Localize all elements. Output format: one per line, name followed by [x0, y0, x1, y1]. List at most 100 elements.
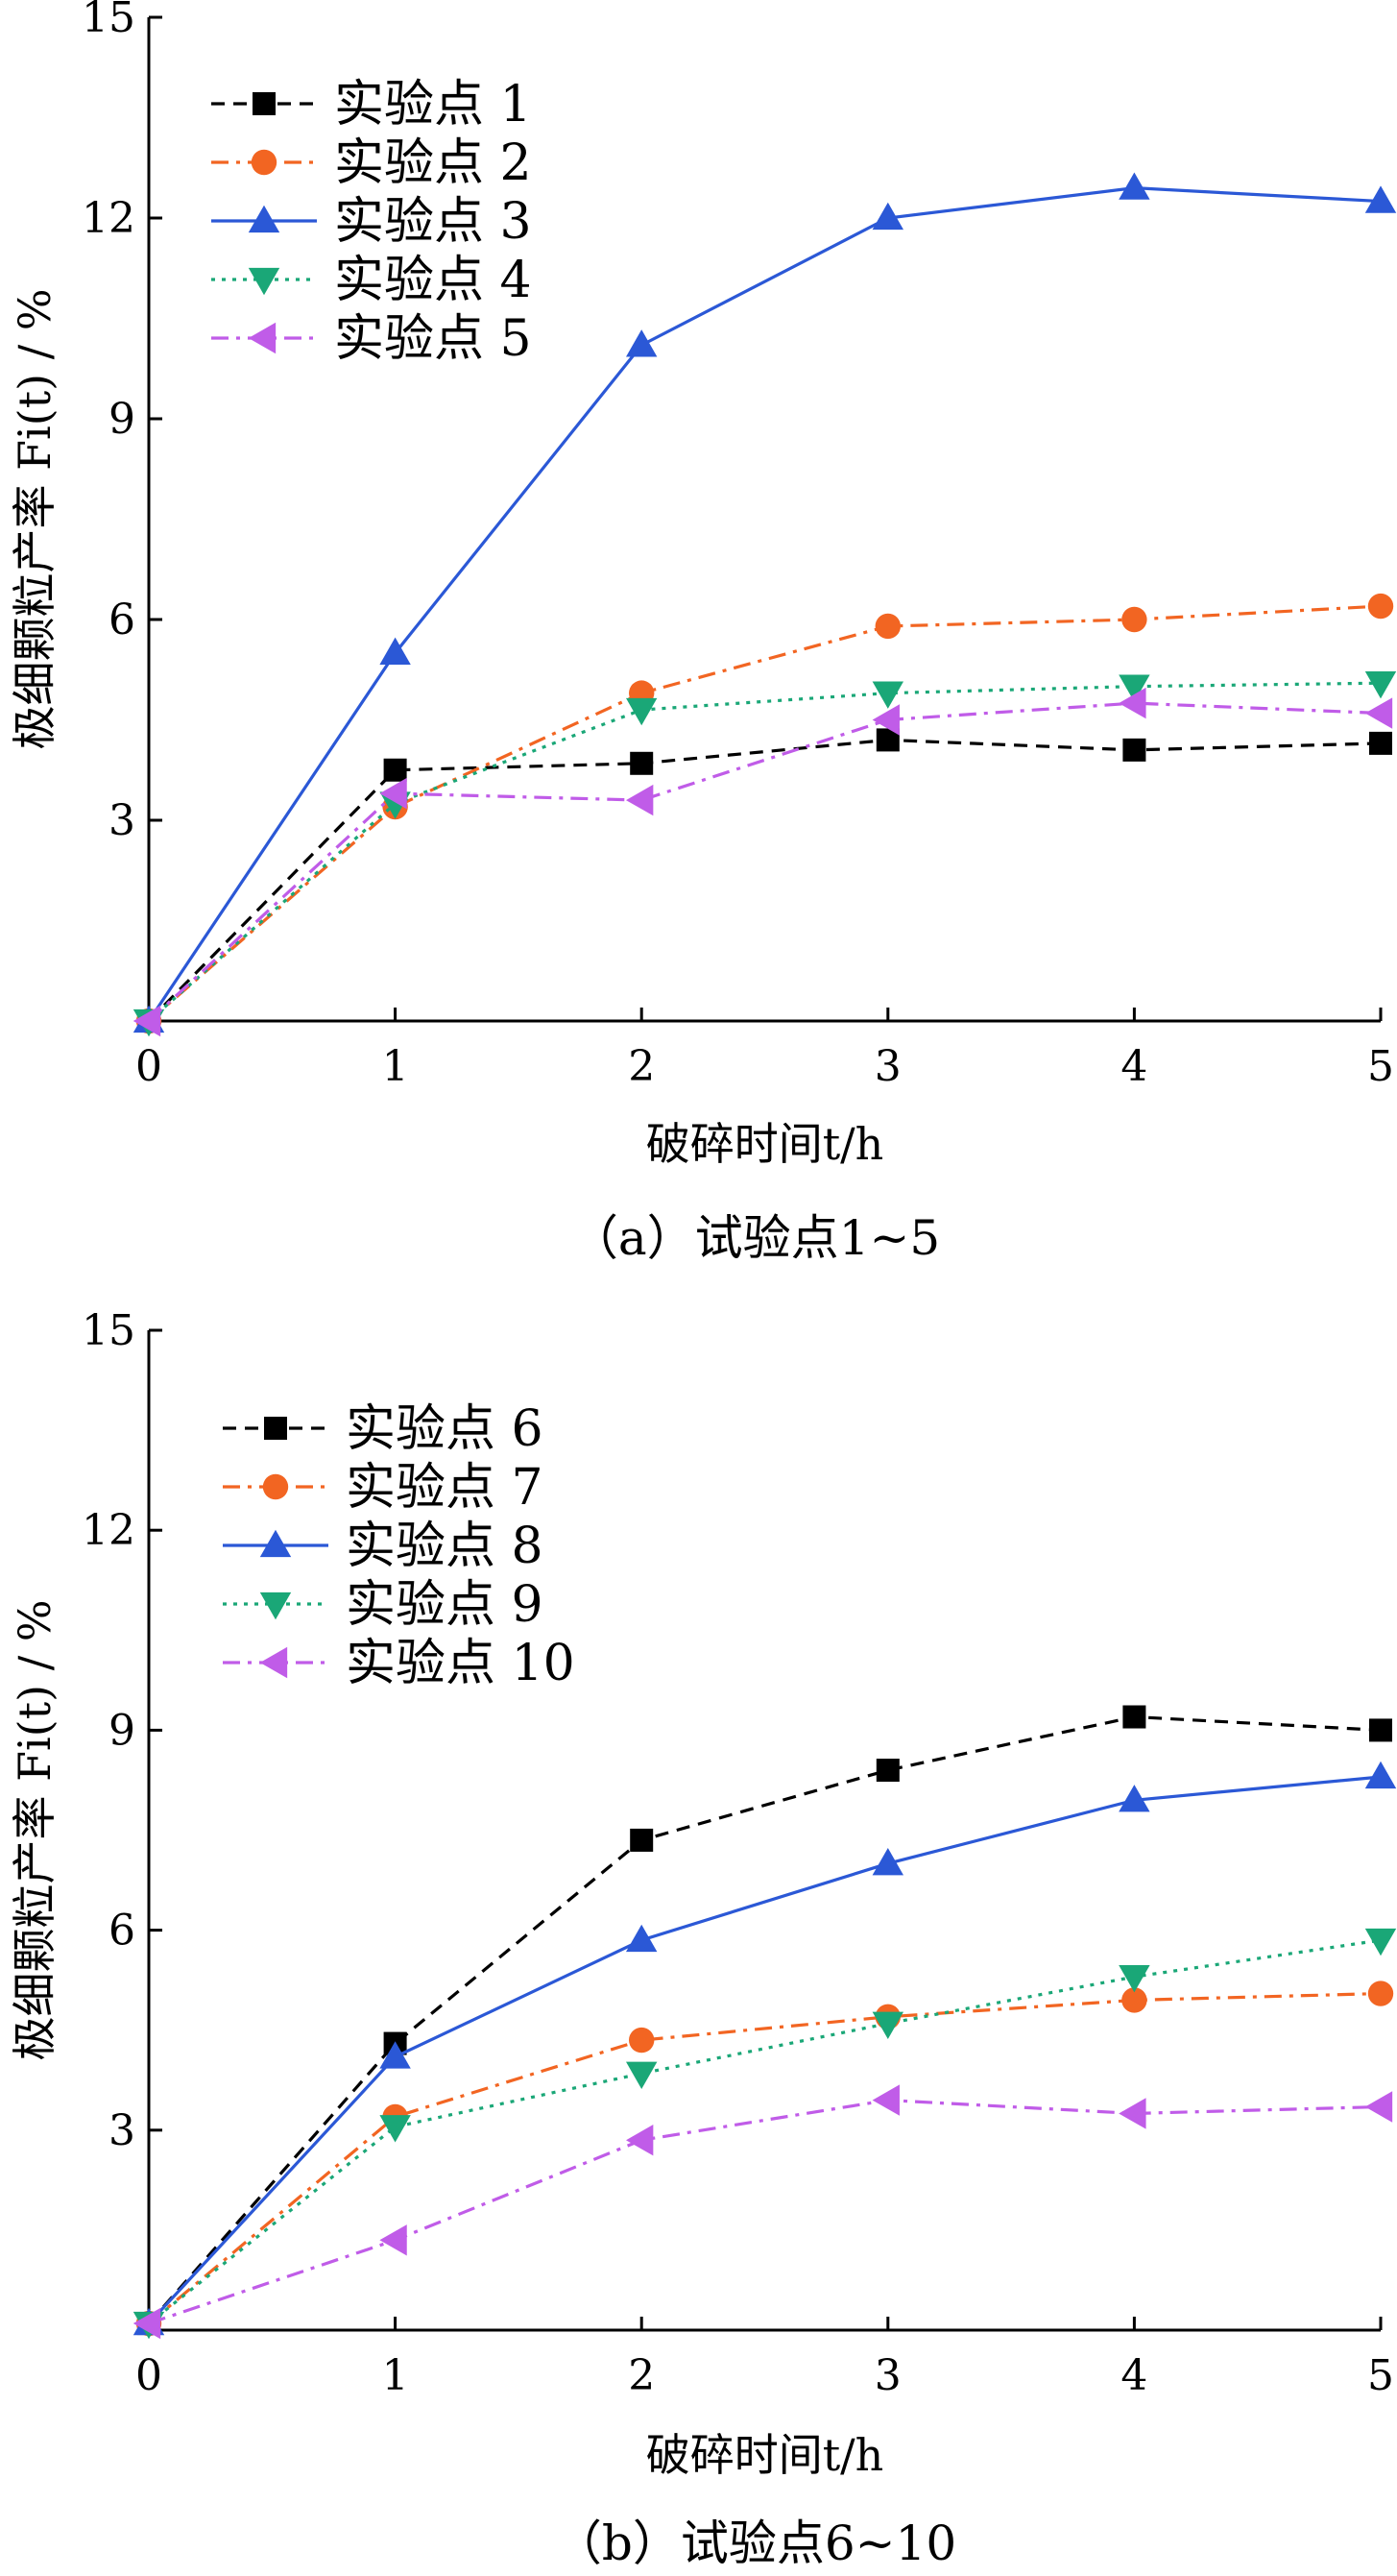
data-point — [383, 758, 407, 782]
y-tick-label: 15 — [82, 0, 135, 42]
data-point — [876, 1759, 900, 1783]
data-point — [1121, 1987, 1147, 2013]
series-2 — [135, 593, 1394, 1034]
data-point — [1119, 1785, 1150, 1812]
legend-item: 实验点 1 — [211, 76, 532, 134]
x-tick-label: 2 — [628, 1042, 655, 1091]
series-line — [147, 738, 1382, 1023]
legend-label: 实验点 5 — [334, 310, 532, 368]
series-line — [147, 681, 1382, 1023]
legend-item: 实验点 5 — [211, 310, 532, 368]
legend-item: 实验点 10 — [223, 1635, 575, 1692]
legend-marker — [259, 1592, 292, 1620]
x-tick-label: 3 — [875, 1042, 902, 1091]
data-point — [1119, 2098, 1146, 2129]
legend-label: 实验点 8 — [346, 1518, 543, 1575]
data-point — [629, 2027, 655, 2054]
y-tick-label: 6 — [108, 1907, 135, 1956]
x-tick-label: 3 — [875, 2351, 902, 2400]
x-tick-label: 1 — [382, 2351, 409, 2400]
data-point — [1367, 593, 1394, 620]
y-tick-label: 12 — [82, 194, 135, 243]
series-3 — [132, 172, 1397, 1033]
y-axis-label: 极细颗粒产率 Fi(t) / % — [9, 1599, 60, 2060]
data-point — [1367, 1981, 1394, 2006]
legend-marker — [251, 149, 277, 176]
y-tick-label: 9 — [108, 1706, 135, 1755]
x-tick-label: 4 — [1120, 2351, 1147, 2400]
x-axis-label: 破碎时间t/h — [646, 2429, 884, 2481]
data-point — [626, 2061, 658, 2090]
data-point — [1364, 1761, 1397, 1789]
series-5 — [132, 2084, 1393, 2340]
y-axis-label: 极细颗粒产率 Fi(t) / % — [9, 288, 60, 749]
chart-caption: （b）试验点6~10 — [554, 2515, 956, 2571]
legend-label: 实验点 4 — [334, 252, 532, 309]
data-point — [379, 2115, 411, 2143]
data-point — [1369, 731, 1392, 755]
series-4 — [132, 671, 1397, 1037]
x-tick-label: 2 — [628, 2351, 655, 2400]
data-point — [872, 704, 900, 736]
legend-item: 实验点 8 — [223, 1518, 543, 1575]
y-tick-label: 12 — [82, 1506, 135, 1555]
legend-label: 实验点 10 — [346, 1635, 575, 1692]
data-point — [1119, 1965, 1150, 1993]
data-point — [379, 637, 411, 665]
series-line — [147, 604, 1382, 1023]
data-point — [1369, 1718, 1392, 1742]
legend-marker — [253, 92, 276, 115]
series-line — [147, 1991, 1382, 2325]
y-tick-label: 9 — [108, 395, 135, 444]
data-point — [626, 784, 654, 816]
data-point — [1364, 697, 1393, 729]
x-tick-label: 5 — [1367, 1042, 1394, 1091]
data-point — [1364, 2091, 1393, 2123]
series-line — [147, 1714, 1382, 2325]
x-tick-label: 5 — [1367, 2351, 1394, 2400]
data-point — [872, 2011, 903, 2039]
legend-item: 实验点 4 — [211, 252, 532, 309]
legend-label: 实验点 6 — [346, 1400, 543, 1458]
legend-item: 实验点 3 — [211, 193, 532, 251]
legend-marker — [248, 322, 277, 354]
data-point — [132, 2307, 161, 2340]
data-point — [872, 681, 903, 709]
data-point — [875, 613, 901, 640]
data-point — [630, 1828, 654, 1852]
legend-item: 实验点 9 — [223, 1576, 543, 1634]
data-point — [1364, 671, 1397, 699]
y-tick-label: 3 — [108, 796, 135, 845]
series-3 — [132, 1761, 1397, 2336]
data-point — [630, 751, 654, 775]
series-1 — [137, 728, 1392, 1033]
x-tick-label: 0 — [135, 1042, 162, 1091]
data-point — [1122, 738, 1146, 762]
x-tick-label: 4 — [1120, 1042, 1147, 1091]
legend-label: 实验点 9 — [346, 1576, 543, 1634]
legend-marker — [264, 1417, 287, 1440]
data-point — [872, 1848, 903, 1876]
legend-label: 实验点 1 — [334, 76, 532, 134]
legend-label: 实验点 2 — [334, 134, 532, 192]
y-tick-label: 6 — [108, 595, 135, 644]
legend-marker — [248, 267, 280, 296]
legend-marker — [259, 1529, 292, 1558]
chart-caption: （a）试验点1~5 — [570, 1210, 940, 1266]
x-axis-label: 破碎时间t/h — [646, 1118, 884, 1170]
data-point — [1364, 1928, 1397, 1956]
data-point — [1119, 687, 1146, 719]
series-line — [147, 1775, 1382, 2325]
data-point — [872, 202, 903, 231]
data-point — [1119, 172, 1150, 200]
legend-label: 实验点 3 — [334, 193, 532, 251]
data-point — [1119, 674, 1150, 702]
legend-marker — [248, 205, 280, 233]
data-point — [872, 2084, 900, 2116]
data-point — [1122, 1705, 1146, 1729]
series-line — [148, 1938, 1382, 2325]
data-point — [626, 697, 658, 726]
